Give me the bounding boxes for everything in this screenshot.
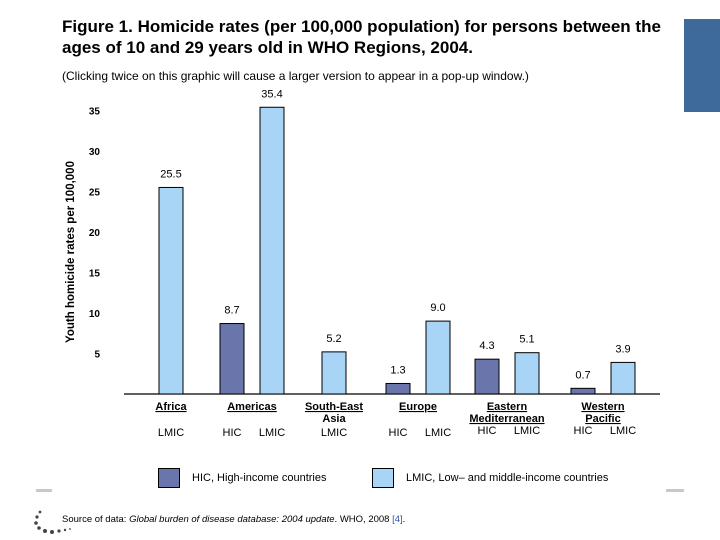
legend-lmic-swatch — [372, 468, 394, 488]
bar-group-label: HIC — [478, 425, 497, 437]
bar-group-label: LMIC — [321, 427, 347, 439]
bar-group-label: HIC — [389, 427, 408, 439]
y-tick-label: 35 — [89, 107, 101, 118]
bar-lmic — [158, 186, 184, 395]
bar-hic — [385, 382, 411, 395]
region-label: Pacific — [585, 413, 620, 425]
region-label: Asia — [322, 413, 346, 425]
bar-lmic — [610, 361, 636, 395]
region-label: Europe — [399, 401, 437, 413]
legend-lmic-label: LMIC, Low– and middle-income countries — [406, 472, 609, 484]
divider-right — [666, 489, 684, 492]
bar-group-label: LMIC — [158, 427, 184, 439]
bar-value-label: 9.0 — [430, 302, 445, 314]
bar-group-label: HIC — [574, 425, 593, 437]
bar-group-label: LMIC — [514, 425, 540, 437]
source-reference-link[interactable]: [4] — [392, 514, 403, 525]
legend-hic-swatch — [158, 468, 180, 488]
bar-group-label: LMIC — [259, 427, 285, 439]
bar-group-label: LMIC — [425, 427, 451, 439]
divider-left — [36, 489, 52, 492]
y-tick-label: 25 — [89, 188, 101, 199]
y-tick-label: 20 — [89, 228, 101, 239]
figure-subtitle[interactable]: (Clicking twice on this graphic will cau… — [62, 69, 529, 83]
bar-lmic — [514, 352, 540, 395]
y-tick-label: 15 — [89, 269, 101, 280]
legend-hic-label: HIC, High-income countries — [192, 472, 327, 484]
bar-value-label: 25.5 — [160, 168, 181, 180]
bar-value-label: 3.9 — [615, 343, 630, 355]
region-label: Americas — [227, 401, 277, 413]
bar-value-label: 5.2 — [326, 333, 341, 345]
bar-value-label: 1.3 — [390, 364, 405, 376]
region-label: Mediterranean — [469, 413, 544, 425]
homicide-rates-chart[interactable]: Youth homicide rates per 100,000 5 10 15 20 2… — [0, 0, 720, 470]
source-prefix: Source of data: — [62, 514, 130, 525]
bar-value-label: 0.7 — [575, 369, 590, 381]
who-logo-icon — [34, 510, 71, 534]
source-end: . — [402, 514, 406, 525]
bar-value-label: 8.7 — [224, 305, 239, 317]
bar-value-label: 5.1 — [519, 334, 534, 346]
figure-title: Figure 1. Homicide rates (per 100,000 po… — [62, 17, 661, 57]
y-tick-label: 30 — [89, 147, 101, 158]
bar-group-label: HIC — [223, 427, 242, 439]
legend-hic: HIC, High-income countries — [158, 467, 327, 489]
region-label: Africa — [155, 401, 187, 413]
legend-lmic: LMIC, Low– and middle-income countries — [372, 467, 608, 489]
y-tick-label: 10 — [89, 309, 101, 320]
bar-value-label: 35.4 — [261, 88, 282, 100]
side-accent-bar — [684, 19, 720, 112]
source-publication: Global burden of disease database: 2004 … — [129, 514, 335, 525]
region-label: Western — [581, 401, 624, 413]
region-label: Eastern — [487, 401, 528, 413]
bar-hic — [474, 358, 500, 395]
bar-lmic — [259, 106, 285, 395]
source-suffix: . WHO, 2008 — [334, 514, 393, 525]
bar-group-label: LMIC — [610, 425, 636, 437]
region-label: South-East — [305, 401, 363, 413]
bar-lmic — [425, 320, 451, 395]
bar-hic — [570, 387, 596, 395]
bar-hic — [219, 323, 245, 395]
source-note: Source of data: Global burden of disease… — [62, 514, 405, 525]
bar-value-label: 4.3 — [479, 340, 494, 352]
bar-lmic — [321, 351, 347, 395]
y-axis-label: Youth homicide rates per 100,000 — [65, 161, 77, 343]
y-tick-label: 5 — [94, 350, 100, 361]
